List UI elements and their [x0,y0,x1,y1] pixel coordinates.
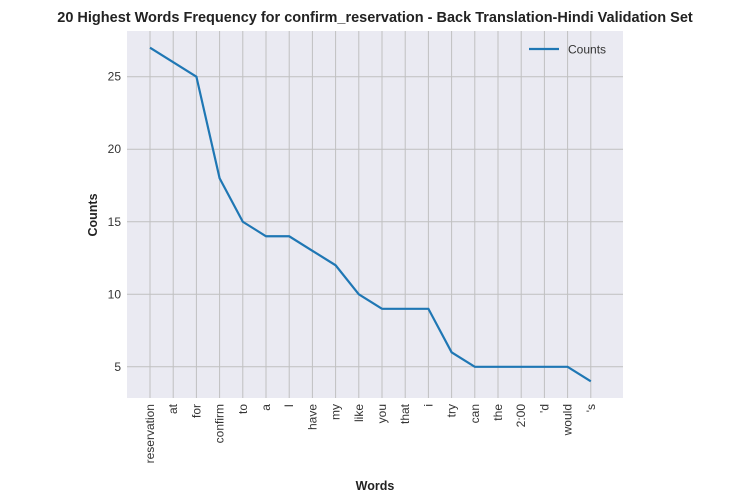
x-tick-label: a [259,404,273,411]
y-axis-label: Counts [86,193,100,236]
plot-area [127,31,623,398]
grid-lines [127,31,623,398]
chart-title: 20 Highest Words Frequency for confirm_r… [57,10,693,26]
x-tick-label: can [468,404,482,423]
x-tick-label: for [189,404,203,418]
legend-label: Counts [568,43,606,57]
x-tick-label: my [329,404,343,420]
x-tick-label: to [236,404,250,414]
x-tick-label: 's [584,404,598,412]
x-tick-label: reservation [143,404,157,463]
x-tick-label: 'd [537,404,551,413]
x-tick-label: confirm [213,404,227,443]
x-tick-label: 2:00 [514,404,528,428]
x-tick-label: that [398,403,412,424]
x-tick-label: at [166,403,180,414]
x-axis-label: Words [356,479,395,493]
x-tick-label: I [282,404,296,407]
y-tick-label: 15 [108,215,122,229]
y-tick-label: 20 [108,142,122,156]
x-tick-label: would [561,404,575,436]
x-tick-label: have [305,404,319,430]
y-tick-label: 10 [108,287,122,301]
x-tick-label: like [352,404,366,422]
legend: Counts [529,43,606,57]
x-tick-label: the [491,404,505,421]
x-tick-label: try [445,404,459,417]
x-tick-label: you [375,404,389,423]
x-tick-label: i [421,404,435,407]
series-line-counts [149,46,592,383]
y-tick-labels: 5 10 15 20 25 [108,70,122,374]
y-tick-label: 25 [108,70,122,84]
y-tick-label: 5 [114,360,121,374]
